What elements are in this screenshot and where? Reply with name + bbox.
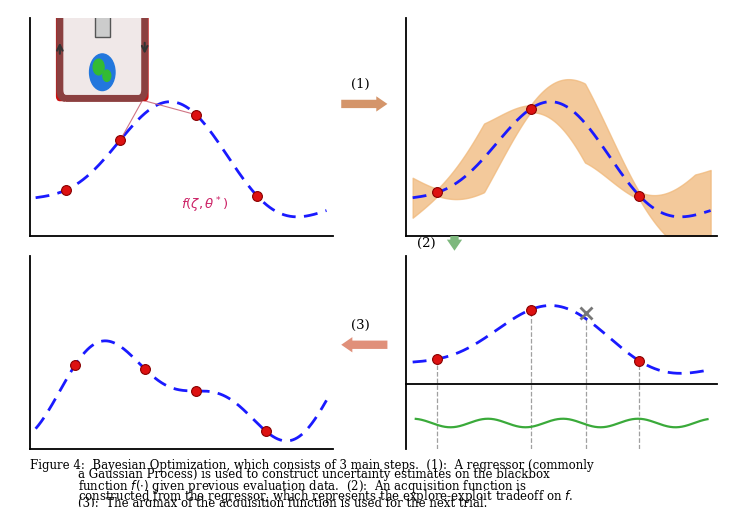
Point [633, 357, 645, 365]
FancyBboxPatch shape [58, 0, 147, 100]
Point [251, 192, 263, 200]
Point [633, 192, 645, 200]
Text: constructed from the regressor, which represents the explore-exploit tradeoff on: constructed from the regressor, which re… [78, 488, 573, 505]
Point [190, 111, 202, 119]
Point [432, 355, 443, 363]
Circle shape [89, 54, 115, 91]
Point [60, 186, 72, 194]
Text: (3): (3) [351, 319, 370, 332]
Point [525, 105, 537, 113]
Text: Figure 4:  Bayesian Optimization, which consists of 3 main steps.  (1):  A regre: Figure 4: Bayesian Optimization, which c… [30, 459, 593, 472]
Text: (2): (2) [418, 237, 436, 250]
Bar [95, 15, 110, 37]
Point [115, 136, 126, 144]
Point [69, 361, 81, 369]
Circle shape [103, 70, 111, 82]
Point [432, 189, 443, 197]
Text: a Gaussian Process) is used to construct uncertainty estimates on the blackbox: a Gaussian Process) is used to construct… [78, 468, 549, 482]
Text: function $f(\cdot)$ given previous evaluation data.  (2):  An acquisition functi: function $f(\cdot)$ given previous evalu… [78, 478, 527, 495]
Text: (3):  The argmax of the acquisition function is used for the next trial.: (3): The argmax of the acquisition funct… [78, 497, 487, 507]
Point [139, 365, 151, 373]
Point [525, 306, 537, 314]
Circle shape [93, 59, 104, 75]
Text: $f(\zeta, \theta^*)$: $f(\zeta, \theta^*)$ [181, 196, 228, 215]
Point [190, 387, 202, 395]
Point [260, 427, 272, 436]
Text: (1): (1) [351, 78, 370, 91]
